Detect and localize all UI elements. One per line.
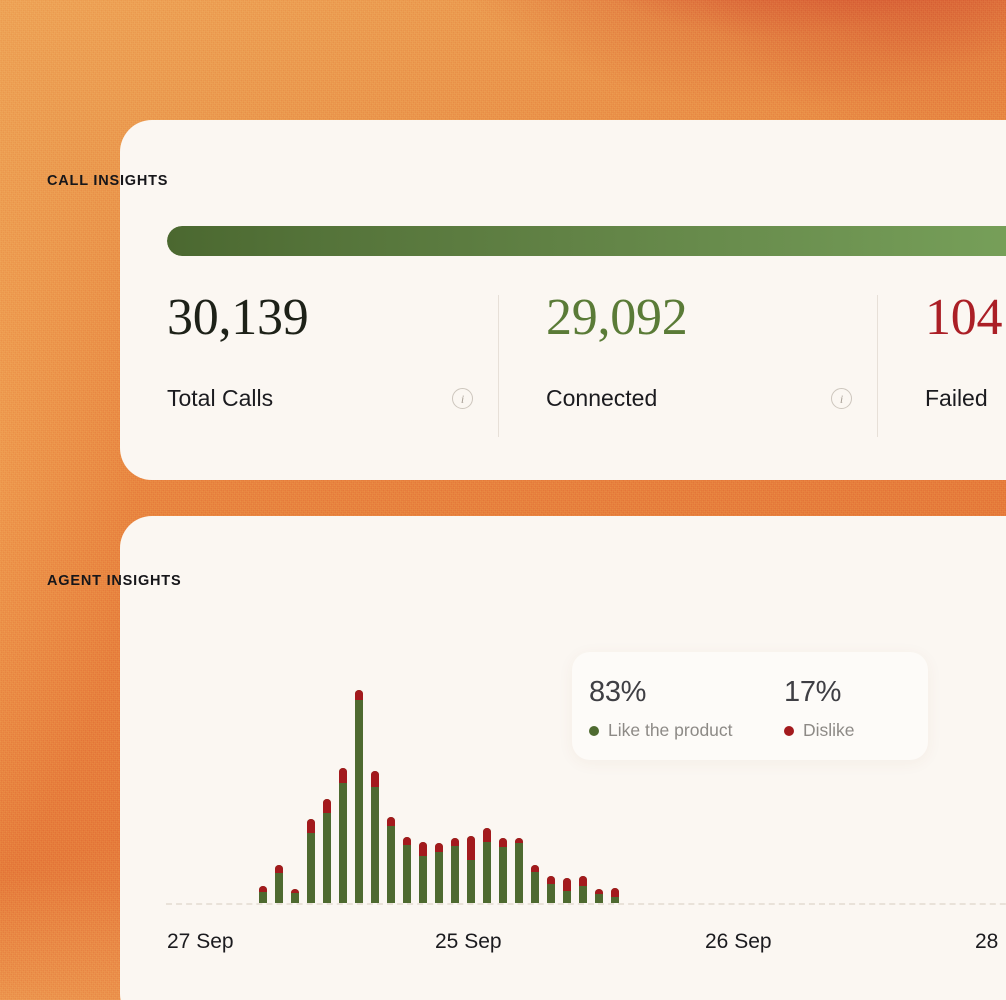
chart-bar[interactable]	[435, 843, 443, 903]
call-stats-group: 30,139 Total Calls i 29,092 Connected i …	[167, 292, 1006, 438]
stat-failed: 104 Failed i	[877, 289, 1006, 438]
call-insights-card	[120, 120, 1006, 480]
stat-value: 29,092	[546, 289, 688, 346]
chart-bar[interactable]	[387, 817, 395, 903]
legend-like-row: Like the product	[589, 720, 733, 741]
chart-bar[interactable]	[355, 690, 363, 903]
chart-bar[interactable]	[563, 878, 571, 903]
stat-label-row: Connected i	[546, 385, 852, 412]
chart-bar[interactable]	[371, 771, 379, 903]
info-icon[interactable]: i	[831, 388, 852, 409]
chart-bar-dislike-segment	[547, 876, 555, 884]
chart-bar[interactable]	[403, 837, 411, 903]
call-insights-title: CALL INSIGHTS	[47, 173, 169, 189]
chart-bar-dislike-segment	[291, 889, 299, 893]
chart-bar-dislike-segment	[339, 768, 347, 783]
chart-bar[interactable]	[275, 865, 283, 903]
chart-bar[interactable]	[323, 799, 331, 903]
chart-bar[interactable]	[467, 836, 475, 903]
stat-value: 30,139	[167, 289, 309, 346]
chart-bar-dislike-segment	[531, 865, 539, 872]
chart-bar-dislike-segment	[499, 838, 507, 847]
chart-bar-dislike-segment	[355, 690, 363, 700]
connected-ratio-bar-fill	[167, 226, 1006, 256]
chart-bar-dislike-segment	[371, 771, 379, 787]
chart-bar-dislike-segment	[467, 836, 475, 860]
chart-bar-dislike-segment	[323, 799, 331, 813]
agent-insights-title: AGENT INSIGHTS	[47, 573, 182, 589]
x-axis-tick-label: 26 Sep	[705, 930, 772, 953]
chart-bar-dislike-segment	[579, 876, 587, 886]
chart-x-axis: 27 Sep 25 Sep 26 Sep 28	[167, 930, 1006, 960]
chart-bar[interactable]	[531, 865, 539, 903]
chart-bar[interactable]	[339, 768, 347, 903]
chart-bar[interactable]	[259, 886, 267, 903]
legend-dislike-percent: 17%	[784, 676, 842, 708]
chart-bar[interactable]	[547, 876, 555, 903]
chart-baseline	[166, 903, 1006, 905]
legend-dislike-dot-icon	[784, 725, 794, 736]
chart-bar-dislike-segment	[451, 838, 459, 846]
x-axis-tick-label: 27 Sep	[167, 930, 234, 953]
chart-bar[interactable]	[515, 838, 523, 903]
stat-label: Total Calls	[167, 385, 274, 411]
stat-label: Connected	[546, 385, 658, 411]
chart-bar-dislike-segment	[419, 842, 427, 856]
chart-bar[interactable]	[307, 819, 315, 903]
chart-bar[interactable]	[611, 888, 619, 903]
legend-dislike-label: Dislike	[803, 720, 855, 740]
chart-bar-dislike-segment	[563, 878, 571, 891]
legend-dislike-row: Dislike	[784, 720, 855, 741]
chart-bar-dislike-segment	[515, 838, 523, 843]
agent-sentiment-bar-chart	[166, 640, 1006, 920]
legend-dislike-column: 17% Dislike	[784, 676, 855, 741]
stat-label-row: Failed i	[925, 385, 1006, 412]
sentiment-legend-card: 83% Like the product 17% Dislike	[572, 652, 928, 760]
chart-bar[interactable]	[579, 876, 587, 903]
chart-bar-dislike-segment	[435, 843, 443, 852]
x-axis-tick-label: 28	[975, 930, 999, 953]
info-icon[interactable]: i	[452, 388, 473, 409]
legend-like-dot-icon	[589, 725, 599, 736]
chart-bar-dislike-segment	[387, 817, 395, 826]
x-axis-tick-label: 25 Sep	[435, 930, 502, 953]
legend-like-column: 83% Like the product	[589, 676, 733, 741]
chart-bar-dislike-segment	[403, 837, 411, 845]
chart-bar-dislike-segment	[611, 888, 619, 897]
chart-bar-dislike-segment	[275, 865, 283, 873]
legend-like-percent: 83%	[589, 676, 647, 708]
chart-bar[interactable]	[483, 828, 491, 903]
chart-bars	[259, 688, 619, 903]
legend-like-label: Like the product	[608, 720, 733, 740]
chart-bar[interactable]	[291, 889, 299, 903]
connected-ratio-bar	[167, 226, 1006, 256]
stat-label: Failed	[925, 385, 988, 411]
chart-bar[interactable]	[595, 889, 603, 903]
stat-value: 104	[925, 289, 1003, 346]
chart-bar[interactable]	[499, 838, 507, 903]
chart-bar-dislike-segment	[259, 886, 267, 892]
chart-bar[interactable]	[419, 842, 427, 903]
stat-total-calls: 30,139 Total Calls i	[167, 292, 546, 438]
stat-label-row: Total Calls i	[167, 385, 473, 412]
chart-bar[interactable]	[451, 838, 459, 903]
chart-bar-dislike-segment	[483, 828, 491, 842]
chart-bar-dislike-segment	[595, 889, 603, 894]
stat-connected: 29,092 Connected i	[498, 289, 925, 438]
chart-bar-dislike-segment	[307, 819, 315, 833]
